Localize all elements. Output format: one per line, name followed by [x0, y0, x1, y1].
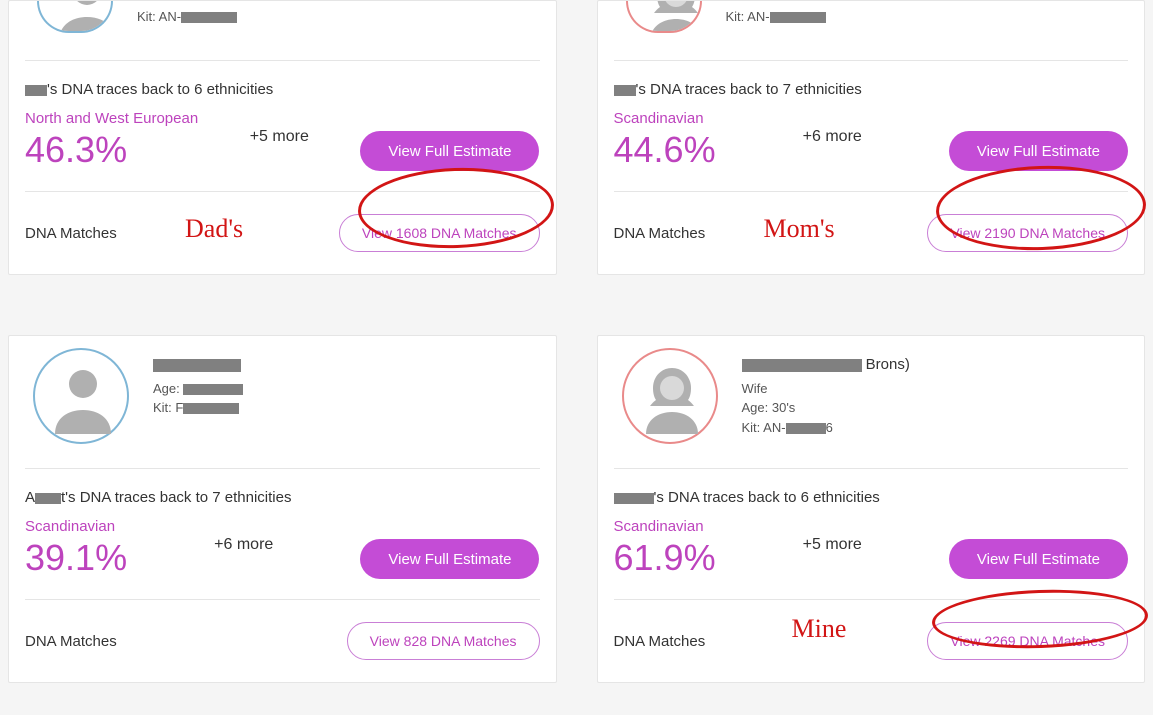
avatar	[33, 348, 129, 444]
age-line: Age: 30's	[742, 398, 910, 418]
dna-matches-label: DNA Matches	[25, 633, 117, 650]
dna-matches-label: DNA Matches	[614, 633, 706, 650]
view-full-estimate-button[interactable]: View Full Estimate	[360, 539, 539, 579]
ethnicity-label: North and West European	[25, 110, 198, 127]
kit-line: Kit: AN-	[137, 7, 237, 27]
person-meta: Kit: AN-	[726, 1, 826, 27]
top-ethnicity: Scandinavian 39.1%	[25, 518, 127, 579]
person-meta: Age: Kit: F	[153, 348, 243, 418]
dna-kit-card: Age: Kit: F At's DNA traces back to 7 et…	[8, 335, 557, 683]
person-meta: Brons)WifeAge: 30'sKit: AN-6	[742, 348, 910, 437]
view-full-estimate-button[interactable]: View Full Estimate	[360, 131, 539, 171]
person-name	[153, 354, 243, 377]
view-dna-matches-button[interactable]: View 2190 DNA Matches	[927, 214, 1128, 252]
age-line: Age:	[153, 379, 243, 399]
top-ethnicity: Scandinavian 44.6%	[614, 110, 716, 171]
ethnicity-count-line: At's DNA traces back to 7 ethnicities	[25, 469, 540, 518]
more-ethnicities[interactable]: +6 more	[214, 536, 273, 554]
ethnicity-count-line: 's DNA traces back to 7 ethnicities	[614, 61, 1129, 110]
more-ethnicities[interactable]: +5 more	[250, 128, 309, 146]
avatar	[622, 348, 718, 444]
view-dna-matches-button[interactable]: View 2269 DNA Matches	[927, 622, 1128, 660]
kit-line: Kit: AN-6	[742, 418, 910, 438]
dna-kit-card: Brons)WifeAge: 30'sKit: AN-6 's DNA trac…	[597, 335, 1146, 683]
more-ethnicities[interactable]: +6 more	[803, 128, 862, 146]
top-ethnicity: Scandinavian 61.9%	[614, 518, 716, 579]
ethnicity-percent: 44.6%	[614, 129, 716, 171]
annotation-label: Mine	[792, 614, 847, 644]
top-ethnicity: North and West European 46.3%	[25, 110, 198, 171]
person-meta: Kit: AN-	[137, 1, 237, 27]
dna-kit-card: Kit: AN- 's DNA traces back to 6 ethnici…	[8, 0, 557, 275]
annotation-label: Dad's	[185, 214, 243, 244]
ethnicity-percent: 46.3%	[25, 129, 198, 171]
ethnicity-label: Scandinavian	[614, 518, 716, 535]
view-dna-matches-button[interactable]: View 1608 DNA Matches	[339, 214, 540, 252]
avatar	[37, 1, 113, 33]
dna-matches-label: DNA Matches	[25, 225, 117, 242]
ethnicity-label: Scandinavian	[614, 110, 716, 127]
dna-kit-card: Kit: AN- 's DNA traces back to 7 ethnici…	[597, 0, 1146, 275]
avatar	[626, 1, 702, 33]
annotation-label: Mom's	[764, 214, 835, 244]
relation-line: Wife	[742, 379, 910, 399]
dna-matches-label: DNA Matches	[614, 225, 706, 242]
person-name: Brons)	[742, 354, 910, 377]
ethnicity-count-line: 's DNA traces back to 6 ethnicities	[25, 61, 540, 110]
more-ethnicities[interactable]: +5 more	[803, 536, 862, 554]
ethnicity-percent: 61.9%	[614, 537, 716, 579]
ethnicity-count-line: 's DNA traces back to 6 ethnicities	[614, 469, 1129, 518]
ethnicity-percent: 39.1%	[25, 537, 127, 579]
view-dna-matches-button[interactable]: View 828 DNA Matches	[347, 622, 540, 660]
kit-line: Kit: AN-	[726, 7, 826, 27]
view-full-estimate-button[interactable]: View Full Estimate	[949, 539, 1128, 579]
view-full-estimate-button[interactable]: View Full Estimate	[949, 131, 1128, 171]
kit-line: Kit: F	[153, 398, 243, 418]
ethnicity-label: Scandinavian	[25, 518, 127, 535]
